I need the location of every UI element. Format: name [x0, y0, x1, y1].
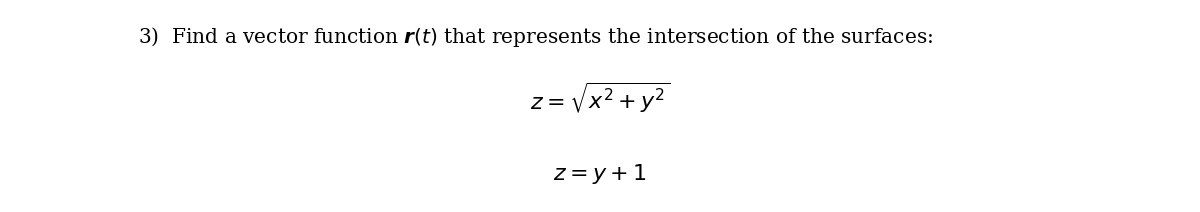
- Text: 3)  Find a vector function $\boldsymbol{r}(t)$ that represents the intersection : 3) Find a vector function $\boldsymbol{r…: [138, 25, 934, 49]
- Text: $z = y + 1$: $z = y + 1$: [553, 162, 647, 186]
- Text: $z = \sqrt{x^2 + y^2}$: $z = \sqrt{x^2 + y^2}$: [530, 80, 670, 115]
